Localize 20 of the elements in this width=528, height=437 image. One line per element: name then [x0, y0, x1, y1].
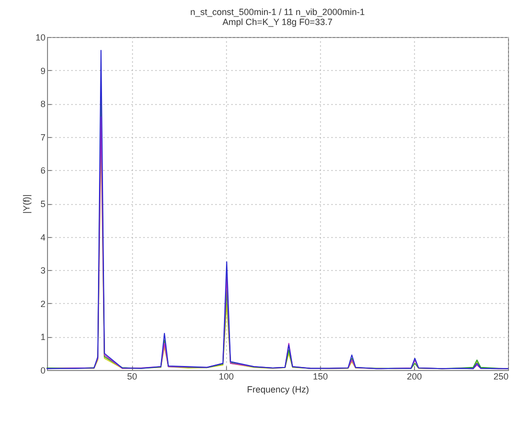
y-tick-label: 7 [40, 132, 46, 142]
x-tick-label: 200 [406, 372, 422, 382]
chart-title: n_st_const_500min-1 / 11 n_vib_2000min-1 [190, 7, 365, 17]
y-tick-label: 9 [40, 66, 46, 76]
y-tick-label: 6 [40, 166, 46, 176]
x-tick-label: 100 [218, 372, 234, 382]
chart-subtitle: Ampl Ch=K_Y 18g F0=33.7 [222, 17, 332, 27]
y-tick-label: 3 [40, 266, 46, 276]
x-axis-title: Frequency (Hz) [246, 384, 310, 394]
x-tick-label: 250 [493, 372, 508, 382]
y-tick-label: 8 [40, 99, 46, 110]
x-tick-label: 150 [312, 372, 328, 382]
y-tick-label: 4 [40, 232, 46, 242]
y-tick-label: 0 [40, 366, 46, 376]
y-tick-label: 1 [40, 332, 46, 342]
y-tick-label: 10 [35, 32, 46, 42]
y-tick-label: 2 [40, 298, 46, 309]
x-tick-label: 50 [127, 372, 138, 382]
y-axis-title: |Y(f)| [21, 194, 32, 214]
y-tick-label: 5 [40, 199, 46, 209]
